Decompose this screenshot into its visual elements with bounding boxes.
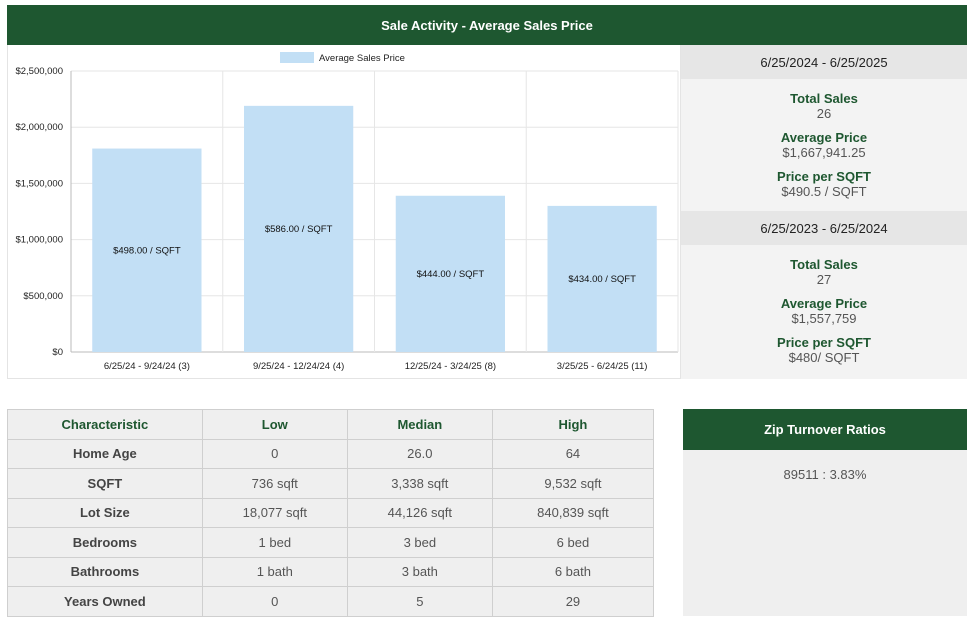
period-block: 6/25/2023 - 6/25/2024 Total Sales 27 Ave… — [681, 211, 967, 366]
period-stats: Total Sales 27 Average Price $1,557,759 … — [681, 245, 967, 366]
table-cell: 18,077 sqft — [201, 497, 348, 528]
y-tick-label: $500,000 — [23, 291, 63, 302]
column-header: Characteristic — [7, 409, 203, 440]
table-cell: 3 bed — [346, 527, 493, 558]
table-cell: 29 — [491, 586, 655, 617]
column-header: Median — [346, 409, 493, 440]
zip-turnover-value: 89511 : 3.83% — [783, 467, 867, 482]
stat-label: Total Sales — [790, 257, 858, 272]
stat-label: Price per SQFT — [777, 169, 871, 184]
stat-label: Price per SQFT — [777, 335, 871, 350]
zip-turnover-panel: Zip Turnover Ratios 89511 : 3.83% — [683, 409, 967, 616]
bar — [395, 195, 506, 352]
zip-turnover-body: 89511 : 3.83% — [683, 450, 967, 482]
characteristics-table: Characteristic Low Median High Home Age … — [7, 409, 655, 617]
x-tick-label: 12/25/24 - 3/24/25 (8) — [405, 361, 496, 372]
zip-turnover-title: Zip Turnover Ratios — [764, 422, 886, 437]
table-cell: 1 bath — [201, 556, 348, 587]
stat-value: 27 — [816, 272, 832, 287]
bar-chart-svg: $0 $500,000 $1,000,000 $1,500,000 $2,000,000… — [15, 52, 679, 372]
table-row: Lot Size 18,077 sqft 44,126 sqft 840,839… — [7, 497, 655, 528]
bar-chart: $0 $500,000 $1,000,000 $1,500,000 $2,000,000… — [7, 45, 681, 379]
bar — [547, 205, 657, 352]
table-cell: 64 — [491, 438, 655, 469]
column-header: High — [491, 409, 655, 440]
period-stats: Total Sales 26 Average Price $1,667,941.… — [681, 79, 967, 211]
legend-label: Average Sales Price — [319, 53, 405, 64]
stat-price-per-sqft: Price per SQFT $480/ SQFT — [681, 335, 967, 366]
bar-data-label: $434.00 / SQFT — [568, 274, 636, 285]
table-cell: 3,338 sqft — [346, 468, 493, 499]
table-cell: 9,532 sqft — [491, 468, 655, 499]
x-tick-label: 3/25/25 - 6/24/25 (11) — [557, 361, 648, 372]
y-tick-label: $0 — [52, 347, 63, 358]
table-cell: 736 sqft — [201, 468, 348, 499]
stat-price-per-sqft: Price per SQFT $490.5 / SQFT — [681, 169, 967, 200]
zip-turnover-header: Zip Turnover Ratios — [683, 409, 967, 450]
bar-data-label: $586.00 / SQFT — [265, 224, 333, 235]
column-header: Low — [201, 409, 348, 440]
legend-swatch — [280, 52, 314, 63]
row-header: Years Owned — [7, 586, 203, 617]
row-header: Lot Size — [7, 497, 203, 528]
y-tick-label: $1,500,000 — [15, 178, 63, 189]
bar — [243, 105, 354, 353]
summary-panel: 6/25/2024 - 6/25/2025 Total Sales 26 Ave… — [681, 45, 967, 379]
table-cell: 0 — [201, 586, 348, 617]
chart-title: Sale Activity - Average Sales Price — [381, 17, 593, 33]
row-header: Bedrooms — [7, 527, 203, 558]
row-header: Bathrooms — [7, 556, 203, 587]
y-tick-label: $2,000,000 — [15, 122, 63, 133]
table-cell: 44,126 sqft — [346, 497, 493, 528]
table-row: Bedrooms 1 bed 3 bed 6 bed — [7, 527, 655, 558]
y-tick-label: $1,000,000 — [15, 235, 63, 246]
table-row: Bathrooms 1 bath 3 bath 6 bath — [7, 556, 655, 587]
table-cell: 26.0 — [346, 438, 493, 469]
table-cell: 0 — [201, 438, 348, 469]
stat-value: $490.5 / SQFT — [781, 184, 867, 199]
bar — [92, 148, 202, 352]
stat-value: 26 — [816, 106, 832, 121]
stat-total-sales: Total Sales 26 — [681, 91, 967, 122]
period-range: 6/25/2023 - 6/25/2024 — [760, 220, 888, 236]
stat-label: Average Price — [780, 130, 868, 145]
bar-data-label: $444.00 / SQFT — [417, 269, 485, 280]
table-cell: 5 — [346, 586, 493, 617]
chart-header: Sale Activity - Average Sales Price — [7, 5, 967, 45]
table-row: SQFT 736 sqft 3,338 sqft 9,532 sqft — [7, 468, 655, 499]
table-row: Home Age 0 26.0 64 — [7, 438, 655, 469]
table-cell: 6 bath — [491, 556, 655, 587]
table-row: Years Owned 0 5 29 — [7, 586, 655, 617]
stat-value: $480/ SQFT — [788, 350, 860, 365]
table-cell: 1 bed — [201, 527, 348, 558]
table-header-row: Characteristic Low Median High — [7, 409, 655, 440]
table-cell: 6 bed — [491, 527, 655, 558]
period-range-header: 6/25/2023 - 6/25/2024 — [681, 211, 967, 245]
stat-label: Average Price — [780, 296, 868, 311]
period-block: 6/25/2024 - 6/25/2025 Total Sales 26 Ave… — [681, 45, 967, 211]
stat-average-price: Average Price $1,557,759 — [681, 296, 967, 327]
stat-value: $1,557,759 — [791, 311, 857, 326]
bar-data-label: $498.00 / SQFT — [113, 245, 181, 256]
table-cell: 840,839 sqft — [491, 497, 655, 528]
period-range-header: 6/25/2024 - 6/25/2025 — [681, 45, 967, 79]
stat-total-sales: Total Sales 27 — [681, 257, 967, 288]
x-tick-label: 6/25/24 - 9/24/24 (3) — [104, 361, 190, 372]
y-tick-label: $2,500,000 — [15, 66, 63, 77]
row-header: SQFT — [7, 468, 203, 499]
stat-average-price: Average Price $1,667,941.25 — [681, 130, 967, 161]
period-range: 6/25/2024 - 6/25/2025 — [760, 54, 888, 70]
x-tick-label: 9/25/24 - 12/24/24 (4) — [253, 361, 344, 372]
stat-label: Total Sales — [790, 91, 858, 106]
stat-value: $1,667,941.25 — [782, 145, 866, 160]
table-cell: 3 bath — [346, 556, 493, 587]
row-header: Home Age — [7, 438, 203, 469]
